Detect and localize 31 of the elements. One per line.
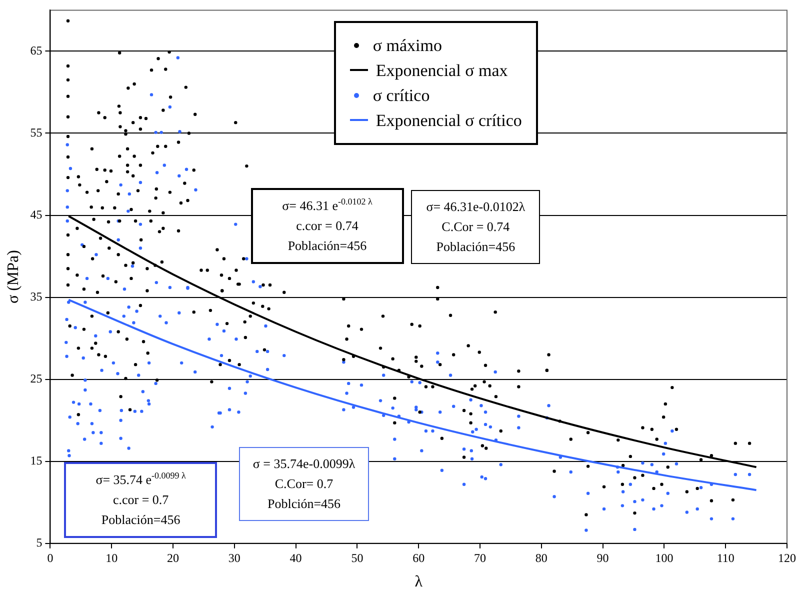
x-tick-label: 60 [412,550,425,565]
text-box: σ= 46.31e-0.0102λ C.Cor = 0.74 Población=456 [411,190,540,264]
y-tick-label: 55 [30,125,42,140]
x-tick-label: 50 [351,550,364,565]
x-tick-label: 10 [106,550,118,565]
y-tick-label: 35 [30,289,42,304]
text-box: σ= 35.74 e$^{-0.0099 λ}$ c.cor = 0.7 Población=456 [64,462,218,538]
text-box: σ = 35.74e-0.0099λ C.Cor= 0.7 Poblción=456 [238,447,370,522]
x-tick-label: 30 [228,550,240,565]
y-tick-label: 5 [36,536,42,550]
x-tick-label: 100 [655,550,674,565]
legend-label: Exponencial σ max [376,60,508,82]
legend-label: σ máximo [372,34,442,57]
x-tick-label: 80 [535,550,548,565]
y-tick-label: 25 [30,371,42,386]
y-tick-label: 45 [30,207,42,222]
x-tick-label: 110 [716,550,734,565]
x-tick-label: 20 [167,550,179,565]
text-box: σ= 46.31 e$^{-0.0102 λ}$ c.cor = 0.74 Población=456 [250,188,404,264]
x-tick-label: 70 [474,550,486,565]
x-tick-label: 0 [47,550,54,565]
x-tick-label: 120 [778,550,796,565]
line-series [68,298,758,492]
x-axis-title: λ [414,574,423,591]
x-tick-label: 40 [290,550,302,565]
x-tick-label: 90 [596,550,609,565]
y-tick-label: 15 [30,454,42,468]
legend-label: Exponencial σ crítico [376,110,522,132]
y-axis-title: σ (MPa) [4,250,22,304]
y-tick-label: 65 [30,43,42,58]
legend-label: σ crítico [372,84,430,107]
